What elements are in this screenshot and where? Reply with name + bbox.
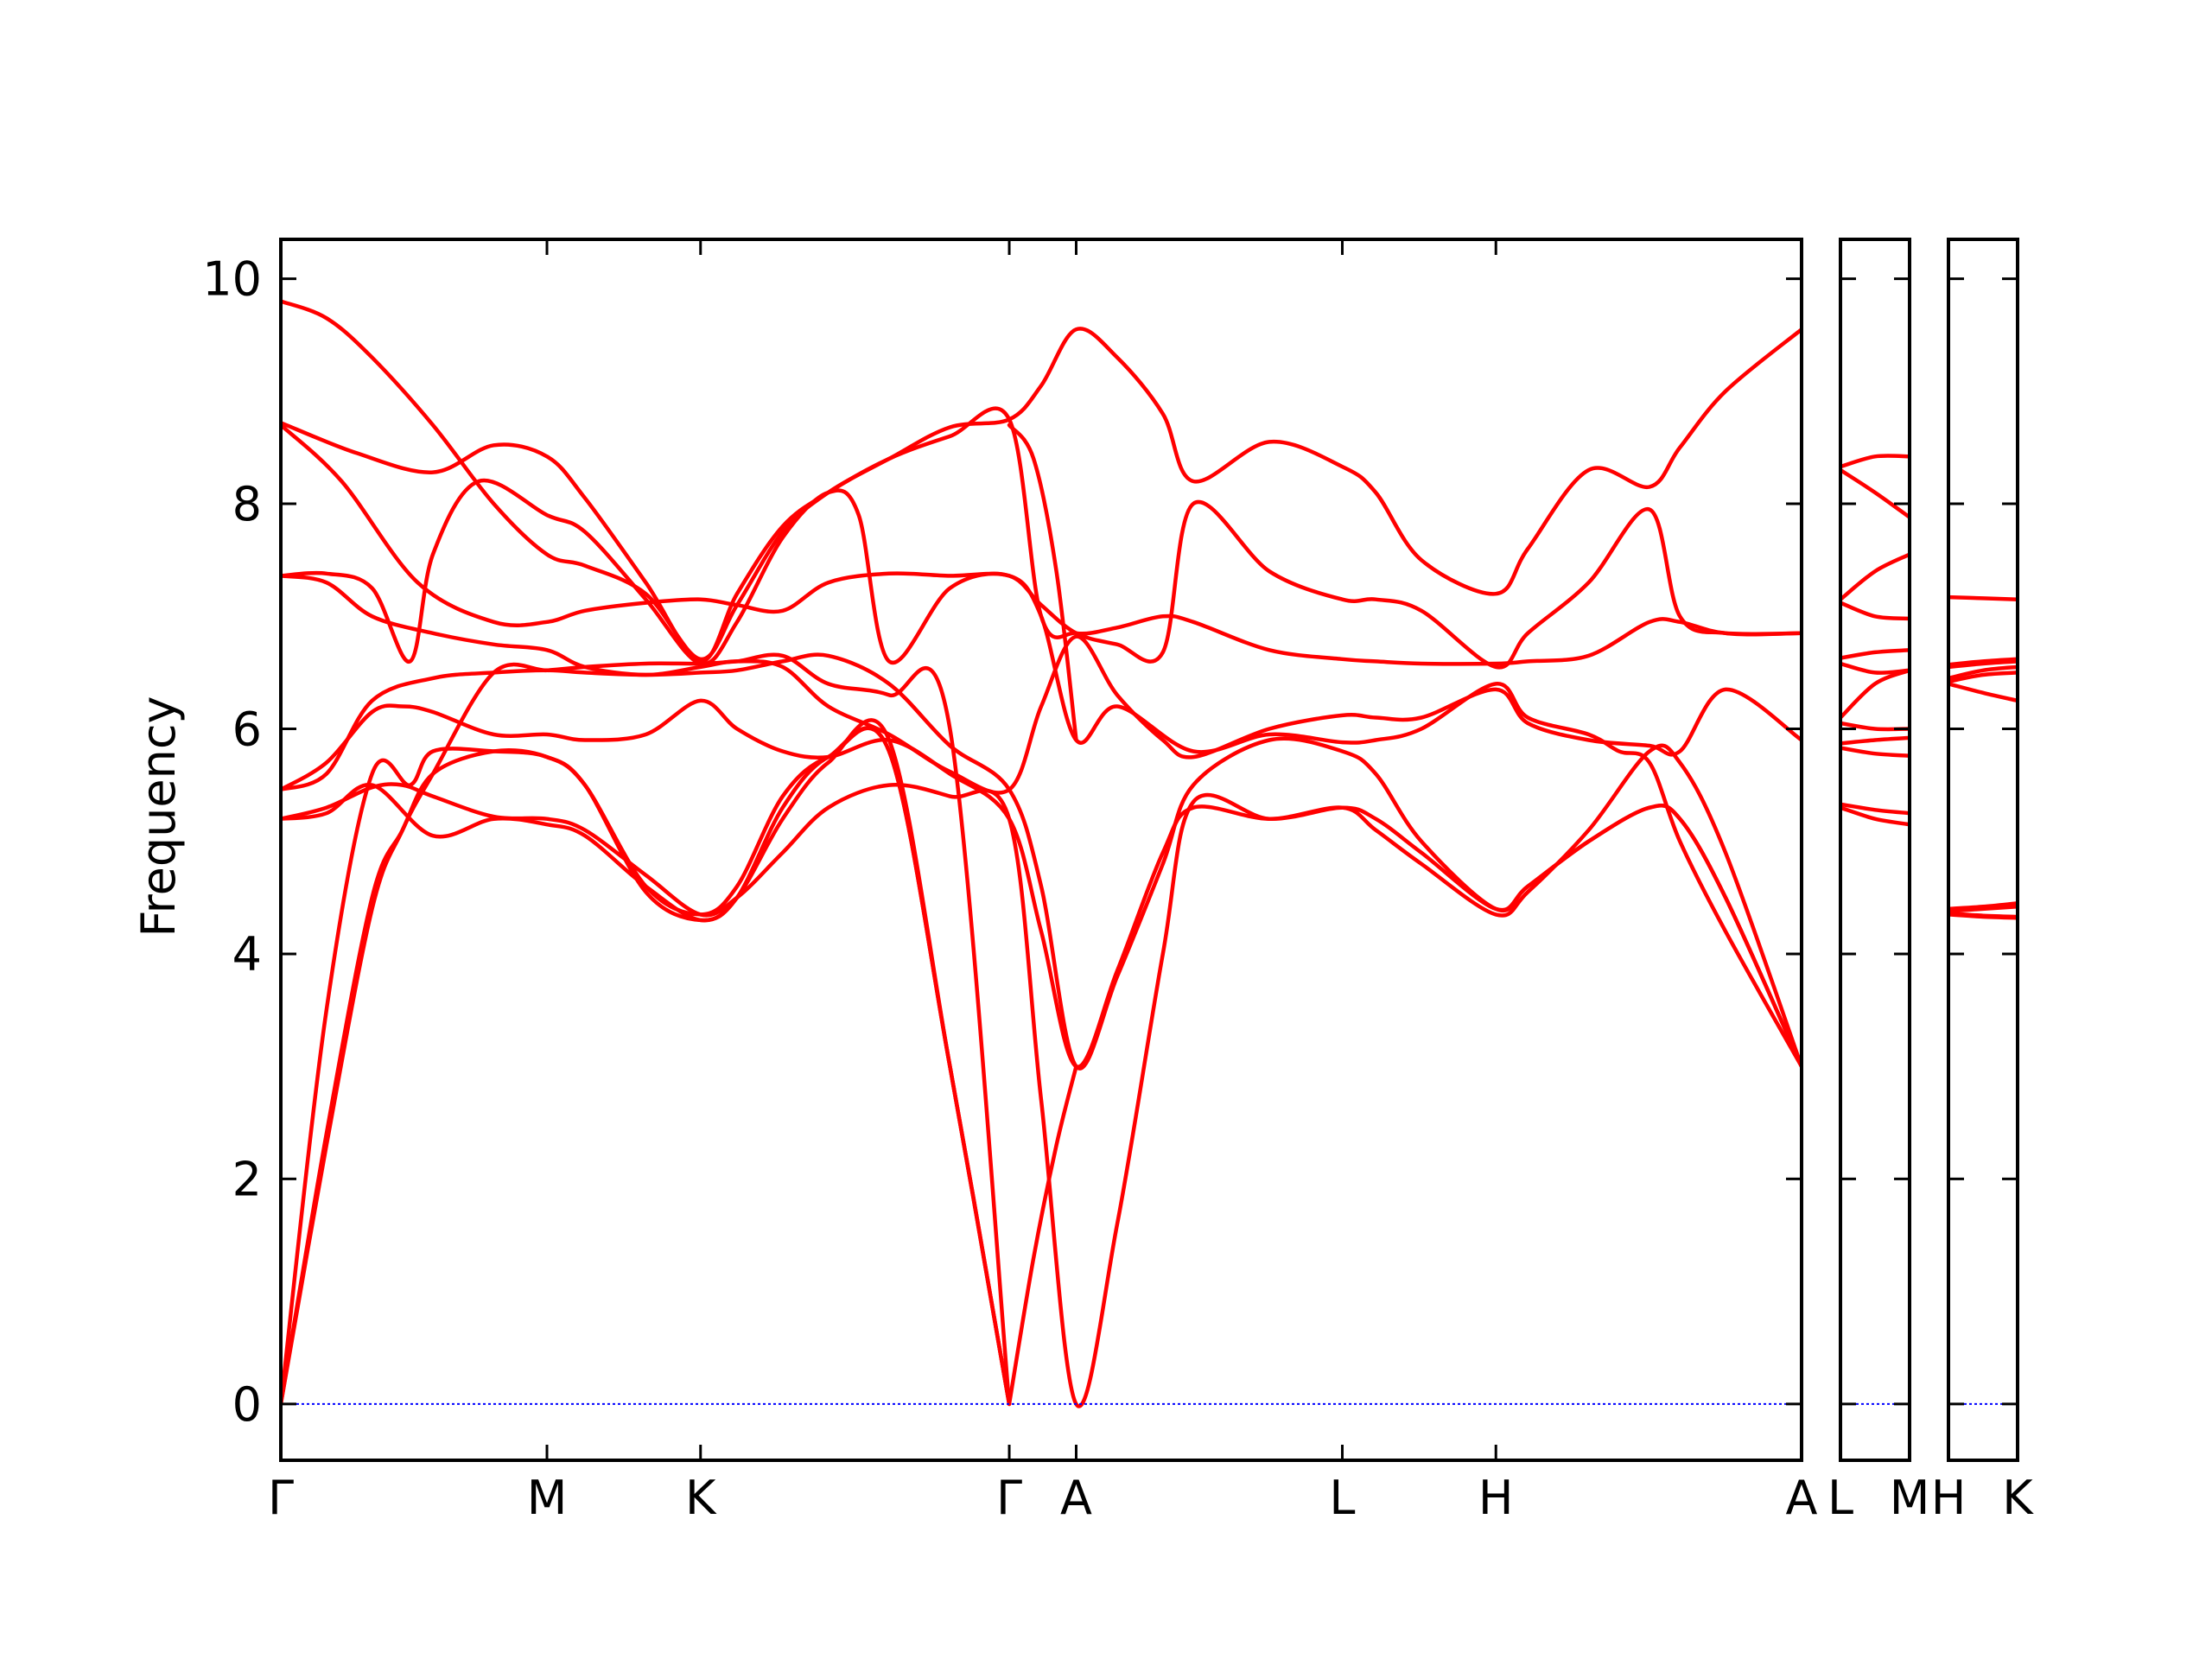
- band-line: [1948, 682, 2018, 703]
- band-line: [1948, 912, 2018, 920]
- band-line: [1840, 601, 1910, 621]
- x-tick-label: Γ: [996, 1471, 1022, 1525]
- x-tick-label: K: [685, 1471, 717, 1525]
- band-line: [1840, 552, 1910, 601]
- x-tick-label: K: [2002, 1471, 2034, 1525]
- band-line: [281, 299, 1802, 662]
- band-line: [1007, 423, 1078, 742]
- y-tick-label: 10: [202, 252, 262, 307]
- band-line: [1948, 671, 2018, 684]
- band-line: [1948, 594, 2018, 601]
- x-tick-label: L: [1827, 1471, 1853, 1525]
- x-tick-label: H: [1478, 1471, 1514, 1525]
- band-line: [1948, 657, 2018, 667]
- band-line: [1007, 1064, 1078, 1407]
- y-tick-label: 8: [232, 477, 262, 531]
- panel-frame: [1947, 238, 2019, 1462]
- y-tick-label: 6: [232, 702, 262, 757]
- band-line: [281, 478, 1802, 1069]
- band-line: [281, 406, 1802, 666]
- band-line: [1840, 467, 1910, 519]
- band-line: [281, 718, 1012, 1407]
- band-line: [1840, 668, 1910, 720]
- band-line: [281, 782, 1802, 1408]
- tick-layer: [281, 239, 2018, 1460]
- x-tick-label: M: [527, 1471, 568, 1525]
- band-line: [1840, 454, 1910, 469]
- band-line: [1948, 901, 2018, 912]
- band-line: [1948, 659, 2018, 670]
- frame-layer: [279, 238, 2019, 1462]
- band-line: [1840, 661, 1910, 675]
- y-tick-label: 2: [232, 1152, 262, 1206]
- x-tick-label: Γ: [268, 1471, 294, 1525]
- band-line: [281, 652, 1802, 1071]
- band-line: [281, 652, 1012, 1407]
- x-tick-label: M: [1890, 1471, 1930, 1525]
- x-tick-label: L: [1329, 1471, 1355, 1525]
- y-tick-label: 0: [232, 1377, 262, 1432]
- band-line: [1840, 805, 1910, 827]
- y-axis-label: Frequency: [131, 696, 186, 938]
- band-line: [281, 574, 1802, 795]
- band-line: [281, 726, 1012, 1407]
- y-tick-label: 4: [232, 927, 262, 982]
- x-tick-label: H: [1931, 1471, 1967, 1525]
- band-line: [1948, 905, 2018, 913]
- band-line: [1948, 664, 2018, 681]
- band-line: [281, 423, 1802, 670]
- band-line: [1840, 735, 1910, 746]
- band-line: [1840, 802, 1910, 816]
- band-line: [1840, 648, 1910, 660]
- panel-frame: [279, 238, 1803, 1462]
- panel-frame: [1839, 238, 1911, 1462]
- x-tick-label: A: [1060, 1471, 1092, 1525]
- band-line: [281, 726, 1012, 1407]
- band-line: [1840, 746, 1910, 759]
- x-tick-label: A: [1786, 1471, 1818, 1525]
- bands-layer: [281, 299, 2018, 1408]
